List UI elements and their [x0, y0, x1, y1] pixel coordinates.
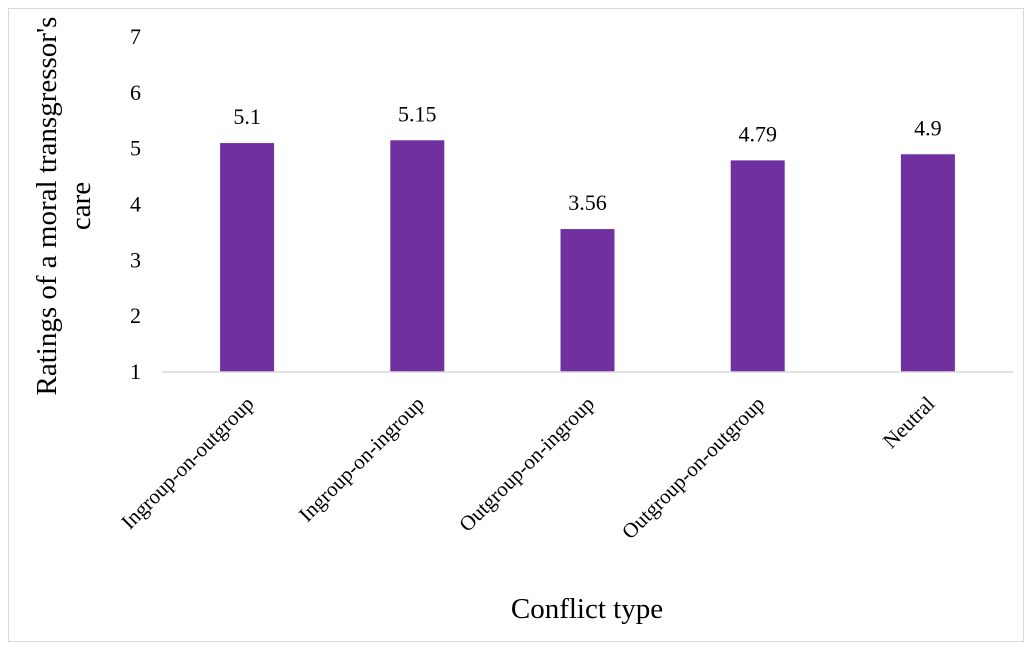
bar: [390, 140, 445, 372]
data-label: 4.79: [738, 121, 777, 146]
data-label: 5.15: [398, 101, 437, 126]
bar-series: [220, 140, 955, 372]
x-axis-title: Conflict type: [511, 593, 663, 625]
data-labels: 5.1 5.15 3.56 4.79 4.9: [233, 101, 941, 215]
bar: [900, 154, 955, 372]
bar: [220, 143, 275, 372]
data-label: 3.56: [568, 190, 607, 215]
y-axis-title-line: Ratings of a moral transgressor's: [31, 17, 63, 396]
bar: [730, 160, 785, 372]
x-category-label: Outgroup-on-outgroup: [617, 392, 769, 544]
data-label: 4.9: [914, 115, 942, 140]
y-tick-label: 6: [130, 80, 141, 105]
y-axis-ticks: 1 2 3 4 5 6 7: [130, 24, 141, 384]
x-category-label: Ingroup-on-outgroup: [116, 392, 258, 534]
bar: [560, 229, 615, 372]
x-category-label: Outgroup-on-ingroup: [454, 392, 599, 537]
y-tick-label: 1: [130, 359, 141, 384]
x-category-label: Ingroup-on-ingroup: [294, 392, 429, 527]
y-tick-label: 4: [130, 192, 141, 217]
y-tick-label: 7: [130, 24, 141, 49]
y-tick-label: 2: [130, 303, 141, 328]
x-category-label: Neutral: [878, 391, 940, 453]
y-axis-title: Ratings of a moral transgressor's care: [31, 17, 97, 396]
data-label: 5.1: [233, 104, 261, 129]
y-tick-label: 3: [130, 247, 141, 272]
category-labels: Ingroup-on-outgroup Ingroup-on-ingroup Out…: [116, 391, 939, 543]
y-axis-title-line: care: [65, 182, 97, 230]
chart-frame: [8, 8, 1024, 642]
y-tick-label: 5: [130, 136, 141, 161]
